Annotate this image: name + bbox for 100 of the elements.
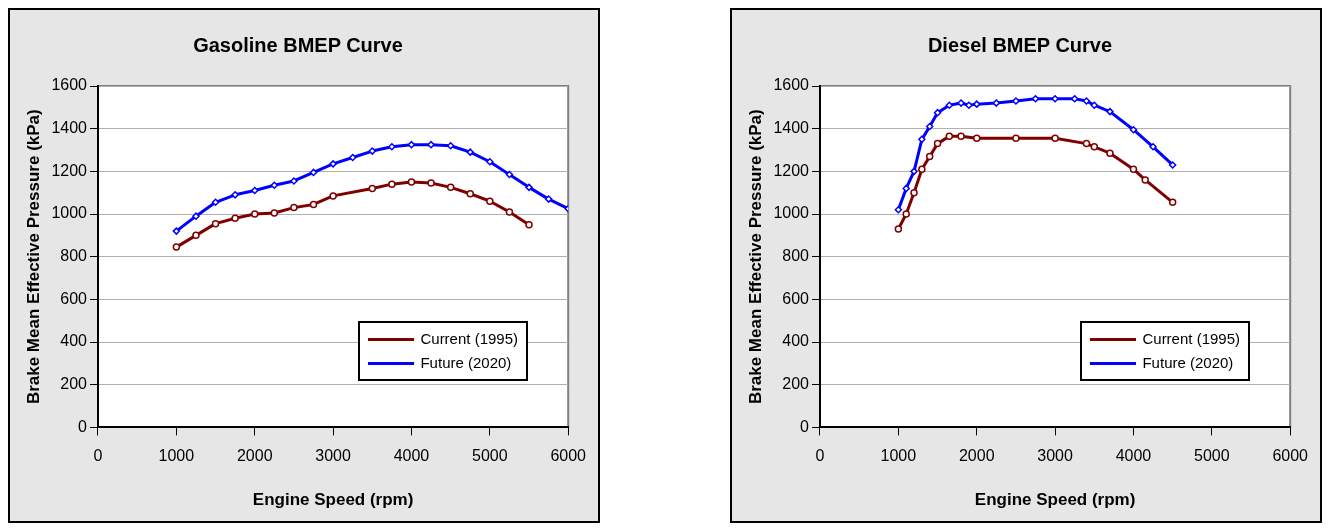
point (1031, 95, 1040, 103)
point (446, 183, 455, 192)
x-tick-label: 2000 (958, 447, 995, 465)
point (1012, 97, 1020, 105)
y-tick-label: 1400 (773, 119, 810, 137)
point (544, 195, 553, 203)
y-tick-label: 400 (782, 332, 810, 350)
y-tick-label: 1000 (773, 204, 810, 222)
point (910, 188, 918, 197)
point (925, 152, 934, 161)
y-tick-label: 600 (60, 289, 88, 307)
y-tick-label: 1600 (773, 76, 810, 94)
y-tick-label: 1600 (51, 76, 88, 94)
point (309, 168, 318, 177)
point (1129, 165, 1138, 173)
point (407, 178, 416, 186)
legend-label: Current (1995) (420, 329, 518, 349)
legend-label: Future (2020) (1142, 353, 1234, 373)
point (505, 208, 514, 216)
point (388, 180, 396, 188)
chart-title: Diesel BMEP Curve (927, 33, 1113, 56)
x-axis-title: Engine Speed (rpm) (252, 490, 414, 510)
point (211, 219, 220, 228)
y-axis-title: Brake Mean Effective Pressure (kPa) (23, 109, 43, 405)
point (192, 212, 200, 220)
point (329, 192, 337, 200)
point (231, 191, 239, 199)
point (427, 140, 435, 149)
point (172, 227, 181, 235)
point (329, 160, 337, 168)
y-tick-label: 800 (60, 247, 88, 265)
point (910, 167, 918, 176)
point (368, 147, 377, 155)
point (290, 203, 298, 212)
point (309, 200, 318, 209)
y-tick-label: 0 (800, 417, 810, 435)
y-tick-label: 1200 (773, 161, 810, 179)
x-tick-label: 4000 (393, 447, 430, 465)
x-tick-label: 1000 (880, 447, 917, 465)
point (525, 220, 533, 229)
point (348, 153, 357, 162)
point (1012, 134, 1020, 143)
y-tick-label: 600 (782, 289, 810, 307)
point (388, 143, 396, 151)
point (466, 148, 474, 156)
point (918, 165, 926, 173)
point (250, 210, 259, 218)
x-tick-label: 0 (93, 447, 103, 465)
point (933, 108, 942, 117)
point (965, 101, 973, 109)
y-tick-label: 1400 (51, 119, 88, 137)
point (933, 139, 942, 148)
point (270, 209, 279, 217)
point (211, 198, 220, 207)
point (407, 140, 416, 149)
point (486, 158, 494, 166)
x-tick-label: 5000 (472, 447, 508, 465)
point (1070, 95, 1079, 103)
x-tick-label: 3000 (315, 447, 351, 465)
point (972, 134, 981, 143)
x-tick-label: 1000 (158, 447, 195, 465)
point (972, 100, 981, 108)
point (894, 225, 903, 233)
y-tick-label: 200 (60, 375, 88, 393)
y-axis-title: Brake Mean Effective Pressure (kPa) (745, 109, 765, 405)
point (1106, 107, 1114, 116)
point (505, 170, 514, 179)
y-tick-label: 400 (60, 332, 88, 350)
point (957, 132, 965, 140)
point (1090, 101, 1099, 109)
point (1168, 161, 1177, 169)
point (270, 181, 279, 189)
x-tick-label: 5000 (1194, 447, 1230, 465)
point (290, 177, 298, 185)
point (957, 99, 965, 107)
x-tick-label: 0 (815, 447, 825, 465)
point (525, 183, 533, 192)
x-tick-label: 2000 (236, 447, 273, 465)
point (1051, 95, 1059, 103)
y-tick-label: 200 (782, 375, 810, 393)
point (1168, 198, 1177, 207)
point (466, 190, 474, 198)
point (1149, 143, 1157, 151)
y-tick-label: 1000 (51, 204, 88, 222)
point (894, 206, 903, 214)
point (368, 184, 377, 193)
x-tick-label: 4000 (1115, 447, 1152, 465)
point (1082, 139, 1091, 148)
x-tick-label: 3000 (1037, 447, 1073, 465)
point (945, 132, 954, 140)
point (918, 135, 926, 144)
point (427, 179, 435, 187)
point (192, 231, 200, 240)
point (1129, 125, 1138, 134)
point (1141, 176, 1149, 184)
y-tick-label: 0 (78, 417, 88, 435)
point (945, 101, 954, 109)
point (231, 214, 239, 223)
point (992, 99, 1001, 107)
y-tick-label: 1200 (51, 161, 88, 179)
